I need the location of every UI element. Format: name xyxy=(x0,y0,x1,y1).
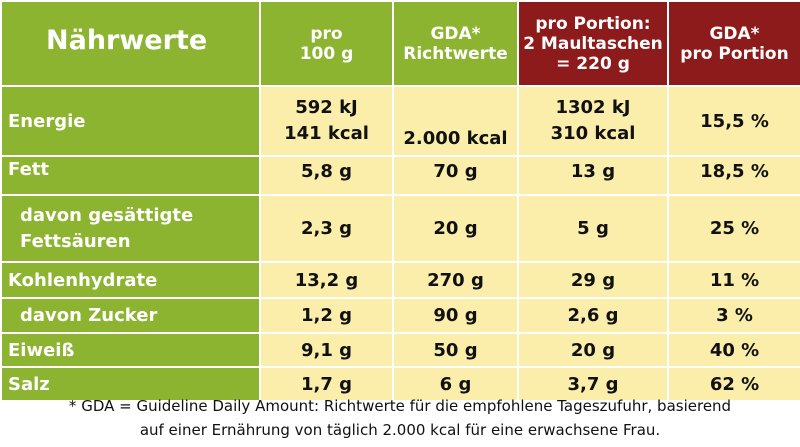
cell-portion-energie: 1302 kJ 310 kcal xyxy=(517,85,669,157)
row-label-eiweiss: Eiweiß xyxy=(0,332,261,368)
cell-gda-portion-eiweiss: 40 % xyxy=(667,332,800,368)
cell-per100-energie: 592 kJ 141 kcal xyxy=(259,85,394,157)
header-pro-100g-line1: pro xyxy=(310,23,343,44)
cell-gda-energie: 2.000 kcal xyxy=(392,85,519,157)
header-gda: GDA* Richtwerte xyxy=(392,0,519,87)
header-gda-portion-line2: pro Portion xyxy=(680,43,789,64)
header-gda-portion: GDA* pro Portion xyxy=(667,0,800,87)
cell-portion-zucker: 2,6 g xyxy=(517,297,669,334)
header-pro-100g-line2: 100 g xyxy=(299,43,354,64)
cell-gda-kohlenhydrate: 270 g xyxy=(392,261,519,299)
cell-gda-portion-fettsaeuren: 25 % xyxy=(667,194,800,263)
cell-portion-salz: 3,7 g xyxy=(517,366,669,402)
header-gda-line1: GDA* xyxy=(430,23,481,44)
cell-per100-eiweiss: 9,1 g xyxy=(259,332,394,368)
cell-per100-fettsaeuren: 2,3 g xyxy=(259,194,394,263)
row-label-gesaettigte-line1: davon gesättigte xyxy=(20,204,194,226)
table-row-energie: Energie 592 kJ 141 kcal 2.000 kcal 1302 … xyxy=(0,85,800,157)
table-row-gesaettigte-fettsaeuren: davon gesättigte Fettsäuren 2,3 g 20 g 5… xyxy=(0,194,800,263)
table-row-eiweiss: Eiweiß 9,1 g 50 g 20 g 40 % xyxy=(0,332,800,368)
cell-per100-salz: 1,7 g xyxy=(259,366,394,402)
row-label-zucker: davon Zucker xyxy=(0,297,261,334)
footnote-line2: auf einer Ernährung von täglich 2.000 kc… xyxy=(139,421,661,439)
header-pro-100g: pro 100 g xyxy=(259,0,394,87)
header-portion-line2: 2 Maultaschen xyxy=(523,33,663,54)
header-row: Nährwerte pro 100 g GDA* Richtwerte pro … xyxy=(0,0,800,87)
cell-portion-energie-kj: 1302 kJ xyxy=(555,97,631,118)
row-label-gesaettigte-line2: Fettsäuren xyxy=(20,230,131,252)
footnote-line1: * GDA = Guideline Daily Amount: Richtwer… xyxy=(68,397,732,415)
table-row-fett: Fett 5,8 g 70 g 13 g 18,5 % xyxy=(0,155,800,196)
cell-gda-portion-energie: 15,5 % xyxy=(667,85,800,157)
table-title: Nährwerte xyxy=(0,0,261,87)
cell-gda-eiweiss: 50 g xyxy=(392,332,519,368)
cell-per100-fett: 5,8 g xyxy=(259,155,394,196)
header-portion-line1: pro Portion: xyxy=(535,13,651,34)
cell-gda-salz: 6 g xyxy=(392,366,519,402)
footnote: * GDA = Guideline Daily Amount: Richtwer… xyxy=(0,394,800,442)
cell-gda-portion-kohlenhydrate: 11 % xyxy=(667,261,800,299)
cell-gda-fettsaeuren: 20 g xyxy=(392,194,519,263)
header-portion: pro Portion: 2 Maultaschen = 220 g xyxy=(517,0,669,87)
cell-per100-kohlenhydrate: 13,2 g xyxy=(259,261,394,299)
cell-portion-energie-kcal: 310 kcal xyxy=(550,123,636,144)
row-label-fett: Fett xyxy=(0,155,261,196)
table-row-salz: Salz 1,7 g 6 g 3,7 g 62 % xyxy=(0,366,800,402)
cell-portion-kohlenhydrate: 29 g xyxy=(517,261,669,299)
table-row-zucker: davon Zucker 1,2 g 90 g 2,6 g 3 % xyxy=(0,297,800,334)
row-label-kohlenhydrate: Kohlenhydrate xyxy=(0,261,261,299)
header-gda-portion-line1: GDA* xyxy=(709,23,760,44)
table-row-kohlenhydrate: Kohlenhydrate 13,2 g 270 g 29 g 11 % xyxy=(0,261,800,299)
cell-per100-energie-kcal: 141 kcal xyxy=(284,123,369,144)
cell-per100-energie-kj: 592 kJ xyxy=(295,97,358,118)
row-label-salz: Salz xyxy=(0,366,261,402)
cell-per100-zucker: 1,2 g xyxy=(259,297,394,334)
header-gda-line2: Richtwerte xyxy=(403,43,508,64)
cell-portion-eiweiss: 20 g xyxy=(517,332,669,368)
cell-gda-portion-zucker: 3 % xyxy=(667,297,800,334)
cell-portion-fettsaeuren: 5 g xyxy=(517,194,669,263)
row-label-gesaettigte-fettsaeuren: davon gesättigte Fettsäuren xyxy=(0,194,261,263)
row-label-energie: Energie xyxy=(0,85,261,157)
cell-gda-portion-salz: 62 % xyxy=(667,366,800,402)
cell-gda-fett: 70 g xyxy=(392,155,519,196)
nutrition-table: Nährwerte pro 100 g GDA* Richtwerte pro … xyxy=(0,0,800,402)
cell-portion-fett: 13 g xyxy=(517,155,669,196)
header-portion-line3: = 220 g xyxy=(556,53,630,74)
cell-gda-zucker: 90 g xyxy=(392,297,519,334)
cell-gda-portion-fett: 18,5 % xyxy=(667,155,800,196)
